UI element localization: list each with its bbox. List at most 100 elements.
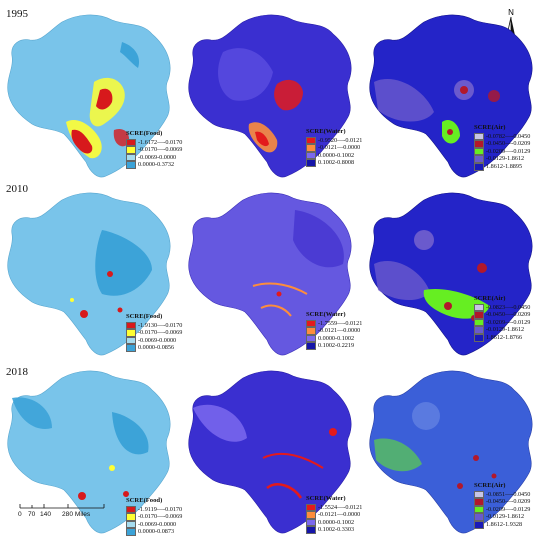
- legend-swatch: [306, 518, 316, 527]
- year-label-2018: 2018: [6, 366, 28, 378]
- legend-label: -0.0170—-0.0069: [138, 146, 183, 154]
- region-outline: [7, 192, 171, 356]
- region-patch: [374, 438, 422, 472]
- region-hotspot: [255, 131, 269, 147]
- region-hotspot: [96, 88, 113, 110]
- legend-swatch: [306, 151, 316, 160]
- region-outline: [369, 192, 533, 356]
- map-water-2018: [188, 370, 352, 534]
- region-hotspot: [414, 230, 434, 250]
- region-patch: [120, 42, 140, 68]
- legend-label: -0.0450—-0.0209: [486, 311, 531, 319]
- legend-item: -0.0129-1.8612: [474, 155, 530, 163]
- legend-swatch: [474, 132, 484, 141]
- legend-item: -0.0121—0.0000: [306, 144, 362, 152]
- legend-item: 0.1002-0.2219: [306, 342, 362, 350]
- legend-label: 1.8612-1.9328: [486, 520, 523, 528]
- legend-item: -1.7559—-0.0121: [306, 320, 362, 328]
- region-patch: [12, 397, 52, 429]
- legend-item: 0.0000-0.0856: [126, 344, 182, 352]
- legend-label: 0.0000-0.1002: [318, 518, 355, 526]
- legend-swatch: [306, 319, 316, 328]
- legend-label: -1.5524—-0.0121: [318, 503, 363, 511]
- legend-label: -1.9130—-0.0170: [138, 321, 183, 329]
- legend-label: -0.0069-0.0000: [138, 520, 177, 528]
- legend-label: -0.0209—-0.0129: [486, 147, 531, 155]
- legend-label: 1.8612-1.8895: [486, 162, 523, 170]
- legend-item: 0.1002-0.3303: [306, 526, 362, 534]
- legend-label: 0.0000-0.0873: [138, 528, 175, 536]
- region-hotspot: [260, 304, 292, 317]
- legend-title: SCRE(Food): [126, 313, 163, 320]
- legend-swatch: [126, 344, 136, 352]
- region-hotspot: [488, 90, 500, 102]
- region-hotspot: [262, 452, 324, 469]
- legend-swatch: [474, 521, 484, 529]
- legend-water-2018: SCRE(Water) -1.5524—-0.0121 -0.0121—0.00…: [306, 495, 362, 534]
- legend-item: -0.0121—0.0000: [306, 327, 362, 335]
- legend-air-1995: SCRE(Air) -0.0782—-0.0450 -0.0450—-0.020…: [474, 124, 530, 171]
- region-hotspot: [460, 86, 468, 94]
- region-patch: [218, 48, 273, 101]
- legend-title: SCRE(Water): [306, 311, 346, 318]
- legend-item: -0.0450—-0.0209: [474, 498, 530, 506]
- legend-swatch: [306, 342, 316, 350]
- legend-item: -0.0129-1.8612: [474, 326, 530, 334]
- region-outline: [369, 14, 533, 178]
- legend-swatch: [474, 155, 484, 163]
- legend-label: -0.0209—-0.0129: [486, 318, 531, 326]
- legend-item: -0.0170—-0.0069: [126, 146, 182, 154]
- year-label-2010: 2010: [6, 183, 28, 195]
- scale-label: 0: [18, 511, 22, 518]
- legend-title: SCRE(Air): [474, 295, 506, 302]
- map-air-2010: [369, 192, 533, 356]
- legend-item: 1.8612-1.8895: [474, 163, 530, 171]
- region-patch: [95, 230, 152, 296]
- legend-item: -0.0129-1.8612: [474, 513, 530, 521]
- region-hotspot: [444, 302, 452, 310]
- legend-label: -0.0121—0.0000: [318, 511, 361, 519]
- legend-air-2018: SCRE(Air) -0.0851—-0.0450 -0.0450—-0.020…: [474, 482, 530, 529]
- legend-label: 0.1002-0.8008: [318, 159, 355, 167]
- legend-swatch: [474, 311, 484, 319]
- legend-food-1995: SCRE(Food) -1.6172—-0.0170 -0.0170—-0.00…: [126, 130, 182, 169]
- legend-label: -0.0170—-0.0069: [138, 513, 183, 521]
- legend-swatch: [306, 159, 316, 167]
- legend-swatch: [474, 326, 484, 334]
- legend-item: -0.0121—0.0000: [306, 511, 362, 519]
- legend-swatch: [126, 505, 136, 514]
- legend-swatch: [474, 505, 484, 514]
- legend-item: -0.0069-0.0000: [126, 521, 182, 529]
- scale-label: 280 Miles: [62, 511, 91, 518]
- legend-water-1995: SCRE(Water) -0.9520—-0.0121 -0.0121—0.00…: [306, 128, 362, 167]
- region-hotspot: [447, 129, 453, 135]
- legend-swatch: [126, 513, 136, 521]
- legend-label: -0.0209—-0.0129: [486, 505, 531, 513]
- map-food-2018: [7, 370, 171, 534]
- region-hotspot: [266, 483, 303, 499]
- region-hotspot: [473, 455, 479, 461]
- legend-swatch: [474, 498, 484, 506]
- region-hotspot: [113, 128, 130, 147]
- legend-swatch: [474, 147, 484, 156]
- legend-item: -0.0450—-0.0209: [474, 140, 530, 148]
- north-arrow-label: N: [508, 8, 514, 17]
- region-outline: [369, 370, 533, 534]
- map-food-1995: [7, 14, 171, 178]
- region-hotspot: [107, 271, 113, 277]
- region-hotspot: [252, 282, 308, 295]
- legend-label: -0.0170—-0.0069: [138, 329, 183, 337]
- map-food-2010: [7, 192, 171, 356]
- region-hotspot: [477, 263, 487, 273]
- map-air-1995: [369, 14, 533, 178]
- legend-swatch: [474, 490, 484, 499]
- legend-label: -0.0129-1.8612: [486, 326, 525, 334]
- legend-item: -1.9119—-0.0170: [126, 506, 182, 514]
- legend-title: SCRE(Food): [126, 130, 163, 137]
- legend-item: -0.0823—-0.0450: [474, 304, 530, 312]
- region-patch: [193, 404, 247, 442]
- legend-swatch: [126, 528, 136, 536]
- legend-swatch: [126, 138, 136, 147]
- legend-item: -0.0450—-0.0209: [474, 311, 530, 319]
- legend-item: -0.0069-0.0000: [126, 337, 182, 345]
